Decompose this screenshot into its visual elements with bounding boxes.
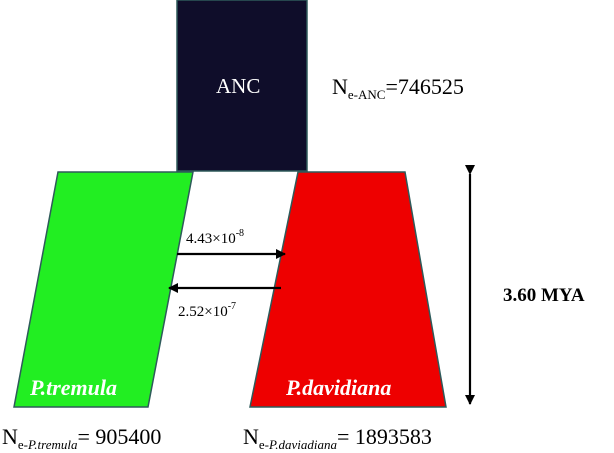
p-tremula-population-shape [13, 171, 194, 408]
migration-rate-base: 2.52×10 [178, 304, 228, 320]
migration-rate-exponent: -8 [235, 228, 245, 239]
p-davidiana-label: P.davidiana [286, 375, 392, 400]
ne-subscript: e-P.daviadiana [258, 437, 338, 452]
ne-symbol: N [332, 74, 348, 99]
ne-value: =746525 [385, 74, 464, 99]
ne-symbol: N [243, 424, 259, 449]
p-davidiana-ne-label: Ne-P.daviadiana= 1893583 [243, 424, 432, 453]
p-tremula-label: P.tremula [30, 375, 118, 400]
ne-value: = 905400 [77, 424, 162, 449]
p-davidiana-population-shape [249, 171, 447, 408]
ancestral-ne-label: Ne-ANC=746525 [332, 74, 464, 103]
ne-symbol: N [2, 424, 18, 449]
migration-rate-to-tremula: 2.52×10-7 [178, 301, 236, 321]
ne-value: = 1893583 [337, 424, 432, 449]
migration-rate-to-davidiana: 4.43×10-8 [186, 228, 244, 248]
p-tremula-ne-label: Ne-P.tremula= 905400 [2, 424, 161, 453]
migration-rate-base: 4.43×10 [186, 231, 236, 247]
ne-subscript: e-ANC [347, 87, 386, 102]
ancestral-population-box [176, 0, 308, 172]
ancestral-label: ANC [216, 74, 261, 98]
split-time-label: 3.60 MYA [503, 285, 585, 306]
migration-rate-exponent: -7 [227, 301, 237, 312]
ne-subscript: e-P.tremula [17, 437, 78, 452]
